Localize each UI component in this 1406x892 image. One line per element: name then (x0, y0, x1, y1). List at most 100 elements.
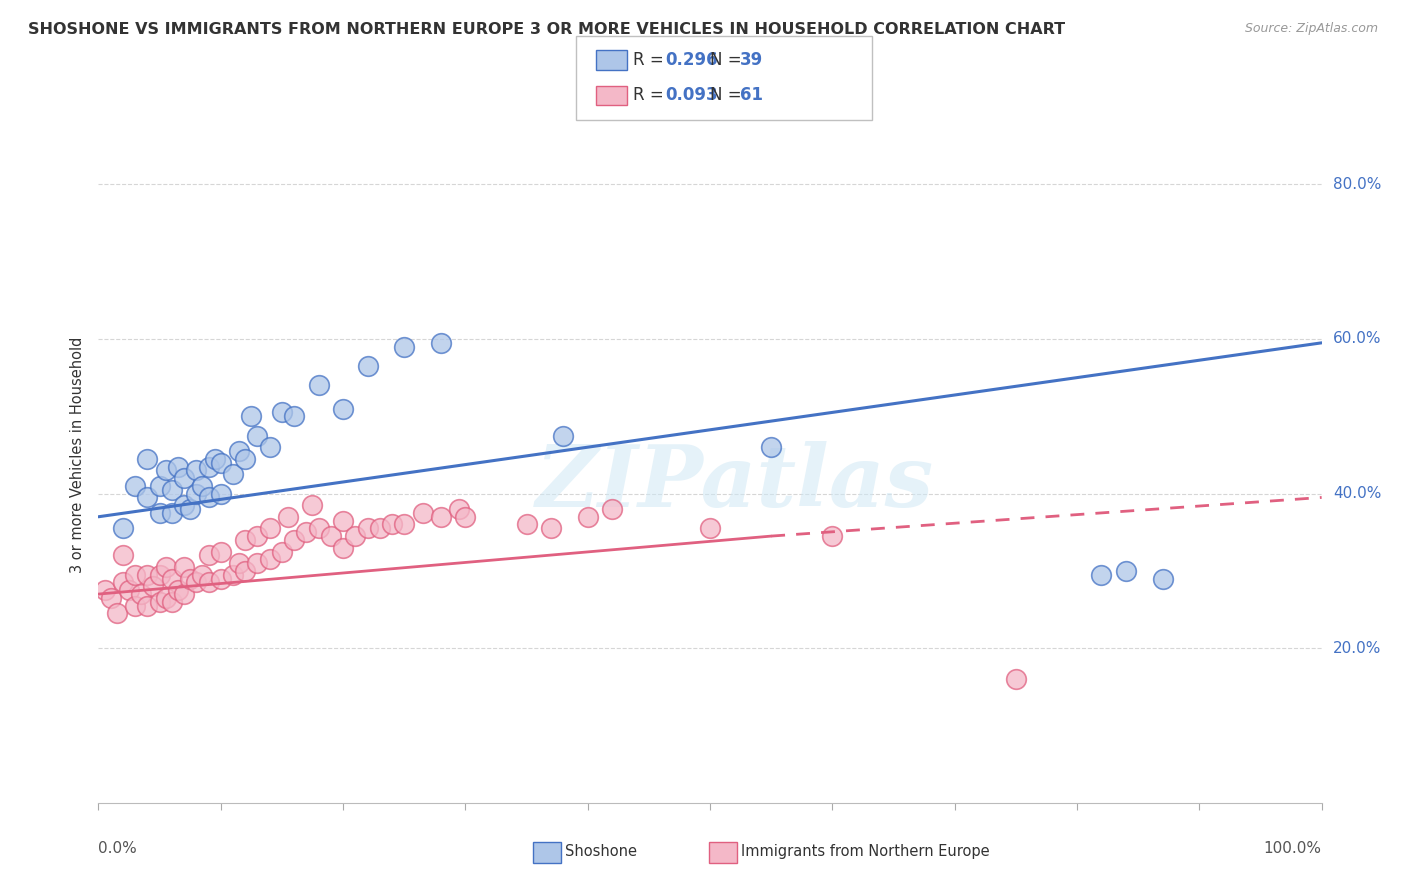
Point (209, 572, 232, 586)
Point (301, 498, 323, 512)
Text: Source: ZipAtlas.com: Source: ZipAtlas.com (1244, 22, 1378, 36)
Point (118, 583, 141, 598)
Point (111, 549, 134, 563)
Point (173, 560, 195, 574)
Text: Immigrants from Northern Europe: Immigrants from Northern Europe (741, 845, 990, 859)
Point (111, 575, 134, 590)
Text: SHOSHONE VS IMMIGRANTS FROM NORTHERN EUROPE 3 OR MORE VEHICLES IN HOUSEHOLD CORR: SHOSHONE VS IMMIGRANTS FROM NORTHERN EUR… (28, 22, 1066, 37)
Point (173, 471, 195, 485)
Y-axis label: 3 or more Vehicles in Household: 3 or more Vehicles in Household (70, 337, 86, 573)
Point (270, 544, 294, 558)
Point (167, 459, 190, 474)
Point (186, 463, 208, 477)
Point (105, 607, 128, 621)
Point (283, 533, 305, 547)
Point (155, 463, 177, 477)
Point (277, 509, 299, 524)
Point (179, 572, 201, 586)
Point (368, 521, 391, 535)
Text: ZIPatlas: ZIPatlas (536, 441, 934, 524)
Point (160, 506, 183, 520)
Point (259, 440, 281, 454)
Text: R =: R = (633, 87, 669, 104)
Point (1004, 672, 1026, 686)
Point (179, 502, 201, 516)
Point (412, 506, 434, 520)
Point (392, 340, 416, 354)
Point (124, 599, 146, 613)
Text: 61: 61 (740, 87, 762, 104)
Point (308, 378, 330, 392)
Point (228, 444, 250, 458)
Point (191, 567, 214, 582)
Point (344, 529, 367, 543)
Text: 20.0%: 20.0% (1333, 640, 1381, 656)
Point (149, 595, 172, 609)
Point (1115, 564, 1137, 578)
Point (246, 428, 269, 442)
Point (270, 405, 294, 419)
Point (283, 409, 305, 424)
Point (449, 502, 471, 516)
Point (576, 509, 599, 524)
Point (124, 567, 146, 582)
Point (332, 401, 354, 416)
Point (136, 599, 159, 613)
Point (233, 564, 256, 578)
Text: 0.093: 0.093 (665, 87, 717, 104)
Point (381, 517, 404, 532)
Point (240, 409, 263, 424)
Point (142, 579, 165, 593)
Point (100, 591, 122, 605)
Point (319, 529, 342, 543)
Point (332, 514, 354, 528)
Point (93, 583, 115, 598)
Point (600, 502, 623, 516)
Point (233, 451, 256, 466)
Text: 0.296: 0.296 (665, 51, 717, 69)
Point (222, 467, 245, 482)
Text: 0.0%: 0.0% (98, 841, 138, 856)
Point (209, 486, 232, 500)
Point (173, 498, 195, 512)
Point (173, 587, 195, 601)
Point (191, 479, 214, 493)
Point (540, 521, 562, 535)
Point (515, 517, 537, 532)
Text: 40.0%: 40.0% (1333, 486, 1381, 501)
Point (1152, 572, 1174, 586)
Point (295, 525, 318, 540)
Point (160, 595, 183, 609)
Point (149, 567, 172, 582)
Text: R =: R = (633, 51, 669, 69)
Point (160, 572, 183, 586)
Point (209, 544, 232, 558)
Point (1090, 567, 1112, 582)
Point (167, 583, 190, 598)
Text: 39: 39 (740, 51, 763, 69)
Point (160, 483, 183, 497)
Text: N =: N = (710, 51, 747, 69)
Point (392, 517, 416, 532)
Point (197, 575, 219, 590)
Point (761, 440, 783, 454)
Point (129, 587, 152, 601)
Point (246, 529, 269, 543)
Point (136, 451, 159, 466)
Point (553, 428, 575, 442)
Point (136, 567, 159, 582)
Point (308, 521, 330, 535)
Point (259, 552, 281, 566)
Point (197, 549, 219, 563)
Point (430, 335, 453, 350)
Point (699, 521, 721, 535)
Point (228, 556, 250, 570)
Point (186, 486, 208, 500)
Point (197, 459, 219, 474)
Point (111, 521, 134, 535)
Point (149, 506, 172, 520)
Point (186, 575, 208, 590)
Point (149, 479, 172, 493)
Point (124, 479, 146, 493)
Text: N =: N = (710, 87, 747, 104)
